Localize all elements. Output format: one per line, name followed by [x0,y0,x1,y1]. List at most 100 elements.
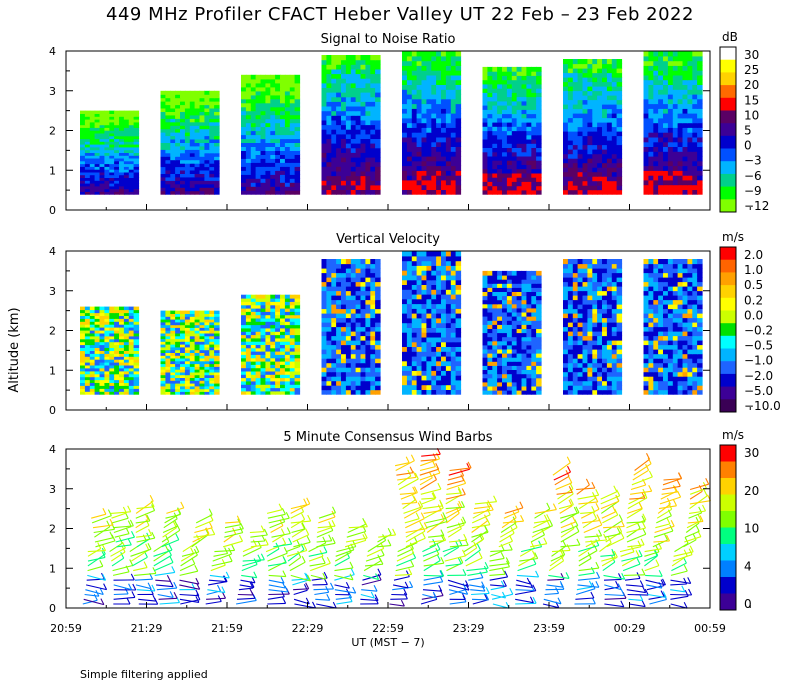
heatmap-cell [502,109,508,115]
heatmap-cell [445,51,452,57]
heatmap-cell [643,165,649,171]
heatmap-cell [170,313,176,317]
heatmap-cell [270,182,276,187]
heatmap-cell [436,60,442,66]
heatmap-cell [99,157,105,162]
heatmap-cell [421,365,427,371]
heatmap-cell [455,151,462,157]
heatmap-cell [114,110,120,114]
heatmap-cell [94,367,101,372]
heatmap-cell [241,324,247,329]
heatmap-cell [365,277,371,283]
heatmap-cell [482,373,488,379]
heatmap-cell [114,327,120,331]
heatmap-cell [123,146,130,151]
heatmap-cell [441,160,447,167]
heatmap-cell [531,130,537,136]
heatmap-cell [284,134,291,140]
heatmap-cell [194,344,201,348]
heatmap-cell [214,142,220,147]
heatmap-cell [492,172,498,178]
heatmap-cell [526,134,532,140]
heatmap-cell [184,391,191,395]
heatmap-cell [250,126,257,132]
heatmap-cell [536,147,542,153]
heatmap-cell [365,59,371,65]
heatmap-cell [616,95,623,101]
heatmap-cell [214,391,220,395]
heatmap-cell [321,138,327,144]
heatmap-cell [431,365,437,371]
heatmap-cell [114,138,120,142]
heatmap-cell [84,318,91,322]
heatmap-cell [265,170,271,175]
heatmap-cell [289,134,296,140]
heatmap-cell [321,180,327,186]
heatmap-cell [180,352,186,356]
heatmap-cell [128,174,135,178]
heatmap-cell [170,352,176,356]
heatmap-cell [245,166,252,171]
heatmap-cell [104,309,110,314]
heatmap-cell [402,146,408,152]
heatmap-cell [109,330,115,334]
heatmap-cell [89,121,96,126]
heatmap-cell [563,144,569,150]
heatmap-cell [365,268,371,274]
heatmap-cell [80,344,86,348]
heatmap-cell [592,140,598,146]
heatmap-cell [345,147,352,153]
heatmap-cell [416,146,423,152]
heatmap-cell [516,139,523,144]
heatmap-cell [445,355,452,362]
heatmap-cell [577,162,584,168]
heatmap-cell [426,136,432,143]
heatmap-cell [436,113,442,119]
heatmap-cell [80,113,86,117]
heatmap-cell [582,59,588,65]
heatmap-cell [502,385,508,391]
heatmap-cell [245,298,252,302]
heatmap-cell [180,349,186,353]
heatmap-cell [602,149,608,155]
heatmap-cell [160,330,166,334]
heatmap-cell [209,391,215,395]
heatmap-cell [658,60,664,66]
heatmap-cell [450,260,457,266]
heatmap-cell [194,341,201,345]
heatmap-cell [611,126,618,132]
heatmap-cell [360,335,366,341]
heatmap-cell [341,277,347,283]
heatmap-cell [209,388,215,392]
heatmap-cell [331,322,337,328]
heatmap-cell [431,155,437,162]
heatmap-cell [616,59,623,65]
heatmap-cell [577,189,584,195]
heatmap-cell [119,330,125,334]
heatmap-cell [431,113,437,119]
heatmap-cell [260,308,266,312]
heatmap-cell [506,344,513,350]
heatmap-cell [531,340,537,346]
heatmap-cell [214,183,220,188]
heatmap-cell [587,104,593,110]
heatmap-cell [360,87,366,93]
heatmap-cell [445,365,452,371]
heatmap-cell [89,315,96,319]
heatmap-cell [445,251,452,257]
heatmap-cell [572,81,579,87]
heatmap-cell [441,284,447,290]
heatmap-cell [506,75,513,81]
heatmap-cell [204,391,210,395]
heatmap-cell [648,70,654,76]
heatmap-cell [119,166,125,170]
heatmap-cell [445,60,452,66]
heatmap-cell [280,162,286,167]
heatmap-cell [336,322,342,328]
heatmap-cell [209,344,215,348]
heatmap-cell [336,110,342,116]
heatmap-cell [284,94,291,100]
heatmap-cell [119,163,125,167]
heatmap-cell [133,171,140,176]
heatmap-cell [294,134,301,140]
